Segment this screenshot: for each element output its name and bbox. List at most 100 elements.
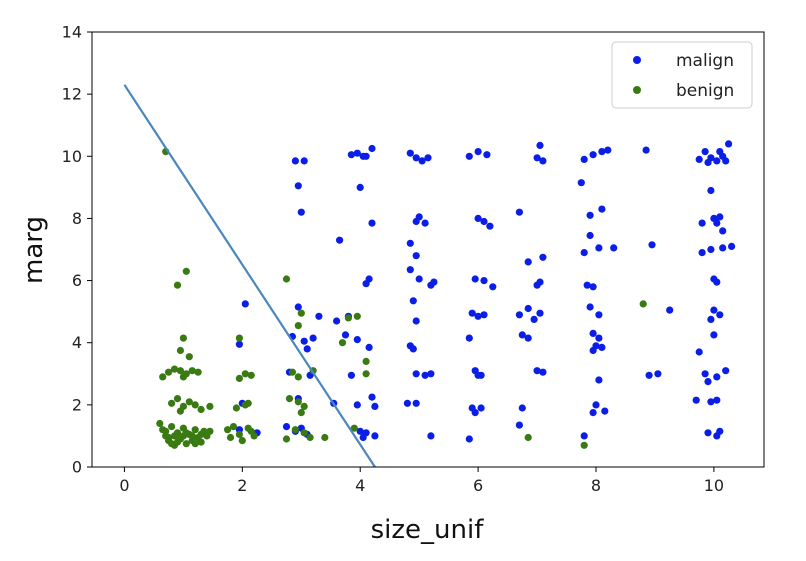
point-malign	[695, 348, 703, 356]
point-malign	[539, 368, 547, 376]
point-malign	[589, 283, 597, 291]
point-malign	[347, 371, 355, 379]
point-malign	[333, 317, 341, 325]
point-malign	[654, 370, 662, 378]
point-malign	[533, 154, 541, 162]
point-benign	[156, 419, 164, 428]
x-axis-label: size_unif	[371, 515, 485, 545]
point-malign	[586, 211, 594, 219]
point-malign	[403, 399, 411, 407]
point-malign	[719, 244, 727, 252]
point-benign	[179, 373, 187, 381]
point-malign	[716, 427, 724, 435]
point-malign	[303, 345, 311, 353]
point-malign	[412, 399, 420, 407]
point-malign	[309, 334, 317, 342]
point-malign	[406, 239, 414, 247]
axis-layer: 0 2 4 6 8 10 0 2 4 6 8 10 12 14	[62, 23, 765, 495]
point-malign	[692, 396, 700, 404]
point-malign	[371, 402, 379, 410]
point-malign	[471, 409, 479, 417]
point-malign	[480, 277, 488, 285]
point-benign	[179, 334, 187, 342]
point-malign	[421, 219, 429, 227]
plot-layer	[123, 84, 736, 467]
point-malign	[539, 157, 547, 165]
point-malign	[368, 144, 376, 153]
point-malign	[356, 183, 364, 191]
point-benign	[168, 399, 176, 407]
point-benign	[297, 309, 305, 317]
point-malign	[707, 315, 715, 323]
point-malign	[589, 329, 597, 337]
point-malign	[704, 429, 712, 437]
point-malign	[586, 231, 594, 240]
point-benign	[226, 433, 235, 442]
point-benign	[165, 368, 173, 376]
point-malign	[515, 311, 524, 319]
point-benign	[291, 426, 299, 434]
point-malign	[592, 401, 600, 409]
point-malign	[698, 249, 706, 257]
point-malign	[648, 241, 656, 249]
y-tick-label: 2	[72, 395, 82, 414]
point-malign	[341, 331, 350, 339]
point-benign	[170, 432, 179, 440]
point-benign	[170, 365, 179, 373]
point-benign	[294, 322, 302, 330]
point-benign	[194, 368, 202, 376]
point-malign	[710, 331, 718, 339]
point-malign	[719, 227, 727, 235]
point-malign	[474, 148, 482, 156]
x-tick-label: 0	[119, 476, 129, 495]
point-malign	[474, 214, 482, 222]
point-malign	[598, 343, 606, 351]
point-benign	[297, 409, 305, 417]
point-malign	[365, 343, 373, 351]
point-benign	[176, 367, 184, 375]
point-malign	[412, 154, 420, 162]
point-benign	[294, 373, 302, 381]
point-malign	[713, 373, 721, 381]
point-benign	[173, 281, 182, 289]
legend-label-malign: malign	[676, 51, 734, 71]
point-malign	[728, 242, 736, 250]
point-malign	[412, 217, 420, 226]
point-malign	[412, 317, 420, 325]
point-malign	[598, 205, 606, 213]
point-malign	[477, 404, 485, 412]
point-benign	[159, 373, 167, 381]
y-tick-label: 0	[72, 458, 82, 477]
point-malign	[336, 236, 344, 244]
point-malign	[406, 149, 414, 157]
point-benign	[282, 275, 291, 283]
point-malign	[580, 249, 588, 257]
point-malign	[515, 421, 524, 429]
point-benign	[300, 429, 308, 437]
point-benign	[185, 353, 193, 361]
legend-label-benign: benign	[676, 81, 734, 101]
decision-boundary-line	[123, 84, 376, 467]
point-benign	[321, 433, 329, 442]
x-tick-label: 4	[355, 476, 365, 495]
series-benign	[156, 148, 647, 449]
point-malign	[710, 306, 718, 314]
point-benign	[191, 426, 199, 434]
legend: malign benign	[611, 41, 753, 109]
y-tick-label: 6	[72, 271, 82, 290]
point-benign	[353, 312, 361, 320]
point-malign	[362, 280, 370, 288]
point-benign	[162, 427, 170, 435]
point-malign	[536, 309, 544, 317]
x-tick-label: 10	[704, 476, 724, 495]
point-malign	[716, 311, 724, 319]
point-benign	[639, 300, 647, 308]
point-malign	[533, 367, 541, 375]
y-tick-label: 12	[62, 85, 82, 104]
point-malign	[533, 281, 541, 289]
point-malign	[589, 151, 597, 159]
point-benign	[362, 357, 370, 365]
legend-box	[611, 41, 753, 109]
